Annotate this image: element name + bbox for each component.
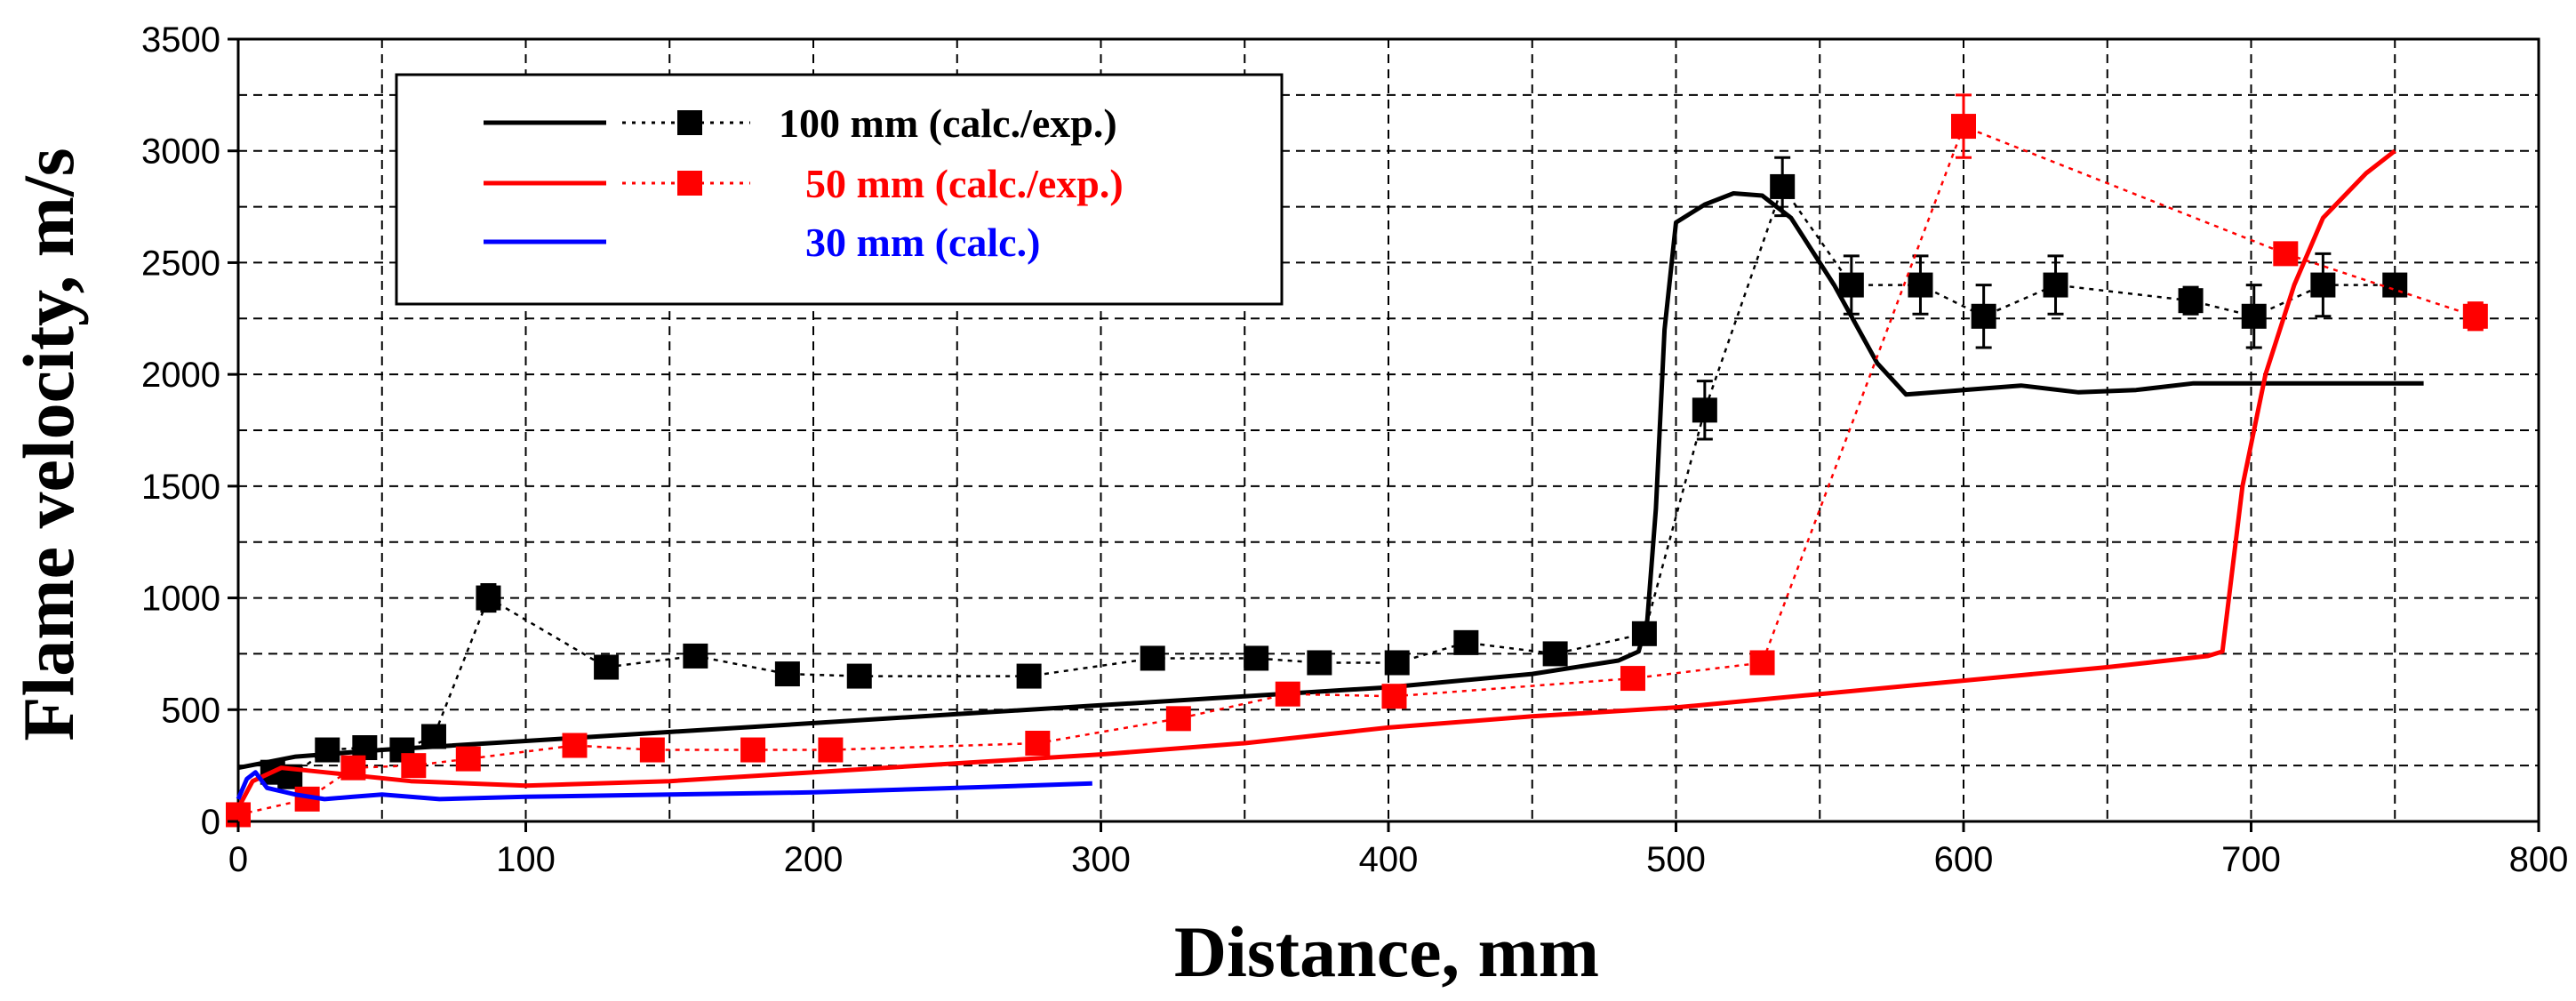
data-point (2310, 272, 2336, 298)
y-tick-label: 1000 (141, 580, 220, 619)
legend-label: 100 mm (calc./exp.) (779, 100, 1117, 146)
x-tick-label: 200 (784, 840, 844, 879)
data-point (846, 663, 872, 689)
x-axis-title: Distance, mm (1174, 911, 1599, 992)
data-point (2043, 272, 2068, 298)
legend-label: 50 mm (calc./exp.) (805, 161, 1124, 206)
y-axis-title: Flame velocity, m/s (8, 148, 89, 741)
data-point (340, 755, 366, 781)
data-point (1838, 272, 1864, 298)
data-point (740, 737, 766, 763)
x-tick-label: 300 (1071, 840, 1131, 879)
legend-entry-50mm: 50 mm (calc./exp.) (484, 161, 1124, 206)
data-point (1631, 621, 1657, 646)
data-point (2273, 241, 2299, 267)
y-tick-label: 0 (201, 803, 220, 842)
data-point (1453, 629, 1479, 655)
data-point (1620, 666, 1645, 692)
y-tick-label: 3500 (141, 20, 220, 60)
data-point (818, 737, 844, 763)
x-tick-label: 800 (2509, 840, 2569, 879)
x-tick-label: 500 (1646, 840, 1706, 879)
data-point (420, 724, 446, 749)
data-point (455, 746, 481, 772)
data-point (562, 733, 588, 758)
data-point (1749, 650, 1775, 676)
data-point (594, 654, 620, 680)
x-tick-label: 700 (2221, 840, 2281, 879)
y-tick-label: 500 (161, 691, 220, 730)
calc-line (236, 148, 2396, 810)
data-point (315, 737, 340, 763)
x-tick-label: 0 (228, 840, 248, 879)
x-axis-ticks: 0 100 200 300 400 500 600 700 800 (228, 821, 2569, 879)
x-tick-label: 600 (1934, 840, 1994, 879)
data-point (2382, 272, 2408, 298)
data-point (1908, 272, 1933, 298)
data-point (1384, 650, 1410, 676)
series-100-mm-calc- (237, 191, 2424, 771)
data-point (1244, 645, 1269, 671)
data-point (683, 643, 708, 669)
data-point (1542, 641, 1568, 667)
legend-marker (677, 171, 702, 196)
data-point (401, 753, 427, 779)
legend-marker (677, 110, 702, 135)
y-axis-ticks: 0 500 1000 1500 2000 2500 3000 3500 (141, 20, 238, 842)
data-point (2462, 303, 2488, 329)
data-point (774, 661, 800, 687)
calc-line (237, 191, 2424, 771)
legend-entry-30mm: 30 mm (calc.) (484, 220, 1040, 265)
data-point (1971, 303, 1996, 329)
data-point (1381, 684, 1407, 709)
x-tick-label: 400 (1359, 840, 1419, 879)
data-point (1770, 173, 1796, 199)
data-point (1165, 706, 1191, 732)
data-point (1307, 650, 1332, 676)
data-point (1140, 645, 1165, 671)
data-point (639, 737, 665, 763)
data-point (476, 585, 501, 611)
data-point (2241, 303, 2267, 329)
data-point (1016, 663, 1042, 689)
series-30-mm-calc- (236, 770, 1092, 802)
data-point (1275, 681, 1300, 707)
data-point (1951, 114, 1976, 140)
series-50-mm-calc- (236, 148, 2396, 810)
series-layer (226, 93, 2488, 828)
series-50-mm-exp- (226, 93, 2488, 828)
calc-line (236, 770, 1092, 802)
legend-entry-100mm: 100 mm (calc./exp.) (484, 100, 1117, 146)
y-tick-label: 2500 (141, 244, 220, 283)
legend-label: 30 mm (calc.) (805, 220, 1040, 265)
data-point (1025, 731, 1051, 756)
series-100-mm-exp- (260, 156, 2408, 789)
y-tick-label: 3000 (141, 132, 220, 172)
data-point (2178, 288, 2204, 314)
x-tick-label: 100 (496, 840, 556, 879)
y-tick-label: 2000 (141, 356, 220, 395)
y-tick-label: 1500 (141, 468, 220, 507)
legend: 100 mm (calc./exp.) 50 mm (calc./exp.) 3… (395, 73, 1284, 306)
legend-box (395, 73, 1284, 306)
data-point (1692, 397, 1717, 423)
